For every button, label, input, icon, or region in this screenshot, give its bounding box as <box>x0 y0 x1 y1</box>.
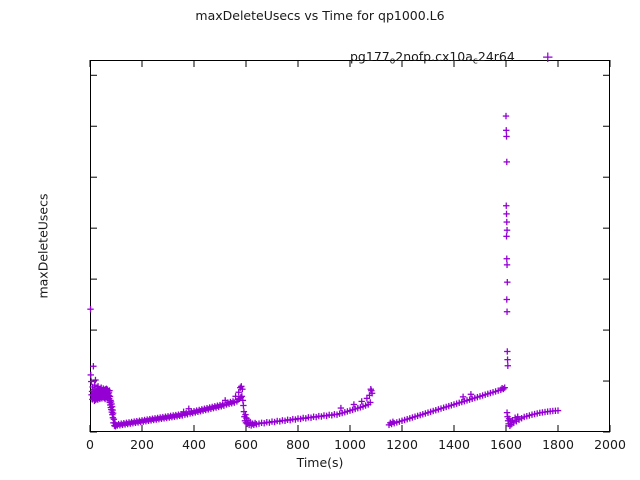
y-axis-label-wrap: maxDeleteUsecs <box>20 60 51 432</box>
x-tick-label: 2000 <box>594 437 626 452</box>
y-axis-label: maxDeleteUsecs <box>35 193 51 299</box>
x-axis-label: Time(s) <box>296 455 344 470</box>
page-title: maxDeleteUsecs vs Time for qp1000.L6 <box>195 8 445 23</box>
x-tick-label: 1800 <box>542 437 574 452</box>
plot-area <box>90 60 610 432</box>
x-tick-label: 800 <box>286 437 310 452</box>
legend-name-sub1: o <box>389 56 396 67</box>
x-tick-label: 1200 <box>386 437 418 452</box>
x-tick-label: 1400 <box>438 437 470 452</box>
x-tick-label: 1000 <box>334 437 366 452</box>
legend-entry-label: pg177o2nofp.cx10ac24r64 <box>350 49 515 66</box>
legend-plus-marker-icon: + <box>541 48 555 67</box>
x-tick-label: 1600 <box>490 437 522 452</box>
legend-name-prefix: pg177 <box>350 49 390 64</box>
x-tick-label: 0 <box>86 437 94 452</box>
legend-name-mid: 2nofp.cx10a <box>395 49 473 64</box>
x-tick-label: 400 <box>182 437 206 452</box>
legend-name-sub2: c <box>472 56 478 67</box>
legend[interactable]: pg177o2nofp.cx10ac24r64 + <box>350 49 561 66</box>
x-tick-label: 600 <box>234 437 258 452</box>
legend-name-suffix: 24r64 <box>477 49 515 64</box>
x-tick-label: 200 <box>130 437 154 452</box>
